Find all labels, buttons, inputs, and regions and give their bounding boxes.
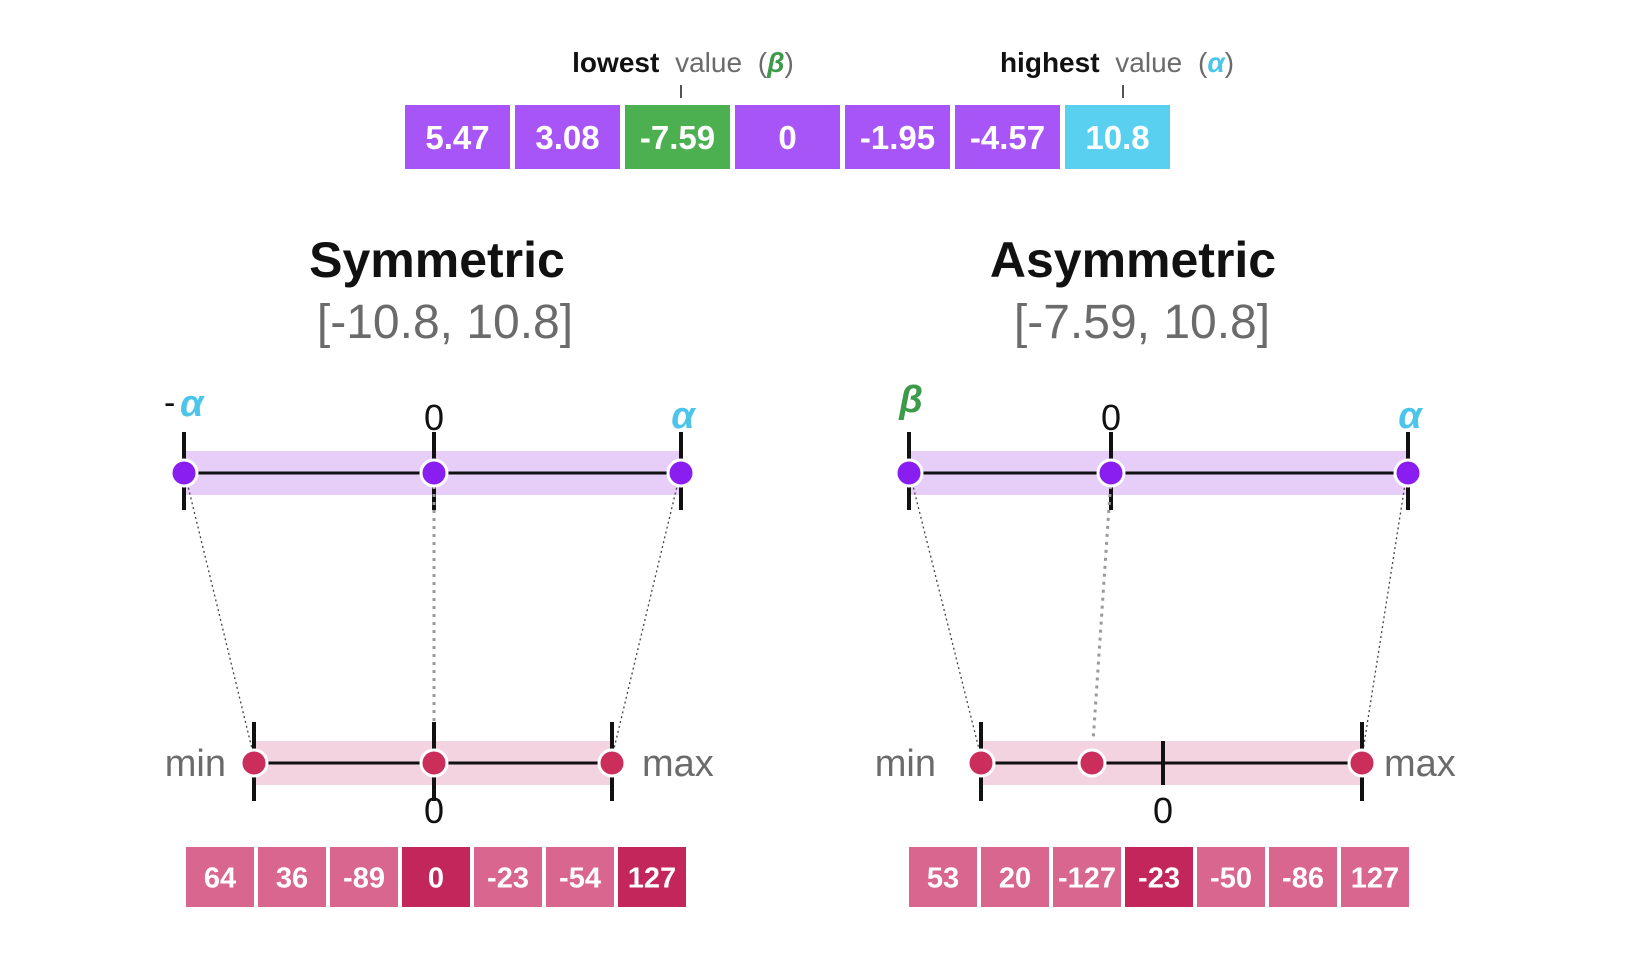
symmetric-output-cell: [546, 847, 614, 907]
symmetric-output-cell: [618, 847, 686, 907]
input-cell: [735, 105, 840, 169]
asymmetric-output-value: 20: [999, 862, 1031, 894]
asymmetric-connector-left: [910, 477, 982, 758]
asymmetric-beta-label: β: [898, 379, 923, 421]
input-value: 0: [778, 119, 796, 156]
symmetric-output-cell: [402, 847, 470, 907]
asymmetric-output-row: 53 20 -127 -23 -50 -86 127: [909, 847, 1409, 907]
symmetric-output-value: -54: [559, 862, 601, 894]
input-value: 10.8: [1085, 119, 1149, 156]
input-value: -1.95: [860, 119, 935, 156]
symmetric-output-row: 64 36 -89 0 -23 -54 127: [186, 847, 686, 907]
symmetric-output-value: 0: [428, 862, 444, 894]
symmetric-input-dot-center: [419, 458, 449, 488]
asymmetric-output-cell: [909, 847, 977, 907]
symmetric-output-cell: [474, 847, 542, 907]
input-cell: [625, 105, 730, 169]
asymmetric-connector-center: [1090, 477, 1113, 758]
highest-value-label: highest value (α): [1000, 47, 1234, 78]
symmetric-output-dot-zero: [419, 748, 449, 778]
symmetric-zero-bottom-label: 0: [424, 790, 444, 831]
symmetric-max-label: max: [642, 743, 714, 785]
symmetric-input-dot-left: [169, 458, 199, 488]
input-value: -7.59: [640, 119, 715, 156]
symmetric-output-value: -23: [487, 862, 529, 894]
asymmetric-output-value: 53: [927, 862, 959, 894]
symmetric-output-dot-min: [239, 748, 269, 778]
asymmetric-output-value: -86: [1282, 862, 1324, 894]
input-cell: [405, 105, 510, 169]
input-cell: [845, 105, 950, 169]
asymmetric-range: [-7.59, 10.8]: [1014, 296, 1270, 349]
symmetric-output-cell: [258, 847, 326, 907]
asymmetric-output-value: -50: [1210, 862, 1252, 894]
symmetric-input-dot-right: [666, 458, 696, 488]
asymmetric-output-cell: [1269, 847, 1337, 907]
input-value: -4.57: [970, 119, 1045, 156]
input-cell: [1065, 105, 1170, 169]
asymmetric-zero-top-label: 0: [1101, 397, 1121, 438]
symmetric-range: [-10.8, 10.8]: [317, 296, 573, 349]
lowest-value-label: lowest value (β): [572, 47, 794, 78]
asymmetric-title: Asymmetric: [990, 232, 1276, 288]
symmetric-output-value: 64: [204, 862, 236, 894]
header-labels: lowest value (β) highest value (α): [572, 47, 1234, 98]
asymmetric-output-cell: [1341, 847, 1409, 907]
input-values-row: 5.47 3.08 -7.59 0 -1.95 -4.57 10.8: [405, 105, 1170, 169]
input-value: 3.08: [535, 119, 599, 156]
symmetric-min-label: min: [165, 743, 226, 785]
asymmetric-alpha-label: α: [1398, 395, 1423, 437]
symmetric-panel: Symmetric [-10.8, 10.8] - α 0 α min max …: [164, 232, 714, 831]
asymmetric-output-cell: [1053, 847, 1121, 907]
input-cell: [955, 105, 1060, 169]
symmetric-output-cell: [330, 847, 398, 907]
asymmetric-output-dot-zero-map: [1077, 748, 1107, 778]
symmetric-alpha-label: α: [671, 395, 696, 437]
asymmetric-min-label: min: [875, 743, 936, 785]
symmetric-output-dot-max: [597, 748, 627, 778]
asymmetric-input-dot-left: [894, 458, 924, 488]
symmetric-zero-top-label: 0: [424, 397, 444, 438]
symmetric-title: Symmetric: [309, 232, 565, 288]
symmetric-output-value: 127: [628, 862, 676, 894]
asymmetric-output-dot-min: [966, 748, 996, 778]
symmetric-output-cell: [186, 847, 254, 907]
asymmetric-zero-bottom-label: 0: [1153, 790, 1173, 831]
asymmetric-panel: Asymmetric [-7.59, 10.8] β 0 α min max 0: [875, 232, 1456, 831]
asymmetric-output-cell: [1197, 847, 1265, 907]
asymmetric-input-dot-right: [1393, 458, 1423, 488]
asymmetric-connector-right: [1361, 477, 1407, 758]
input-cell: [515, 105, 620, 169]
asymmetric-output-cell: [981, 847, 1049, 907]
symmetric-output-value: -89: [343, 862, 385, 894]
symmetric-connector-right: [611, 477, 680, 758]
symmetric-output-value: 36: [276, 862, 308, 894]
symmetric-connector-left: [185, 477, 255, 758]
asymmetric-input-dot-center: [1096, 458, 1126, 488]
symmetric-neg-alpha-label: α: [180, 383, 205, 425]
symmetric-neg-sign: -: [164, 384, 175, 422]
asymmetric-max-label: max: [1384, 743, 1456, 785]
input-value: 5.47: [425, 119, 489, 156]
asymmetric-output-dot-max: [1347, 748, 1377, 778]
asymmetric-output-cell: [1125, 847, 1193, 907]
asymmetric-output-value: -127: [1058, 862, 1116, 894]
asymmetric-output-value: -23: [1138, 862, 1180, 894]
asymmetric-output-value: 127: [1351, 862, 1399, 894]
